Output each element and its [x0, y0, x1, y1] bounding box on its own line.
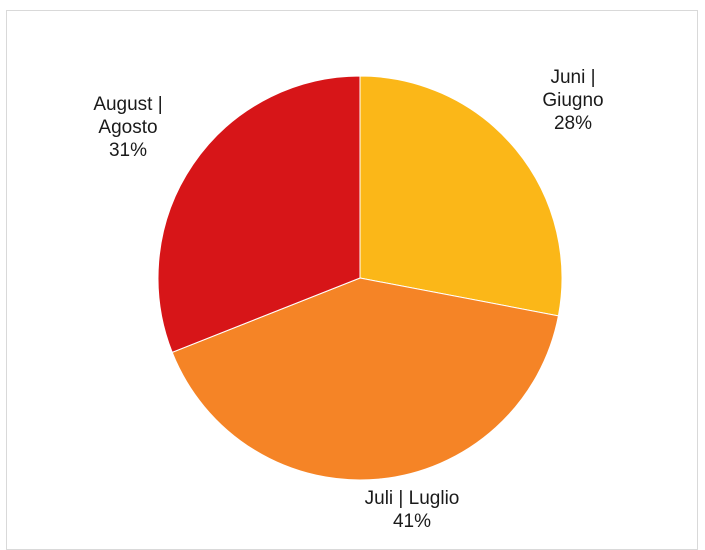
- pie-labels: Juni | Giugno 28% Juli | Luglio 41% August | A…: [93, 67, 603, 532]
- label-august: August | Agosto 31%: [93, 94, 162, 161]
- slice-percent: 31%: [109, 140, 147, 161]
- label-juli: Juli | Luglio 41%: [365, 488, 460, 532]
- slice-category-line: Juni |: [550, 67, 595, 88]
- slice-august: [157, 75, 361, 354]
- slice-category-line: August |: [93, 94, 162, 115]
- slice-percent: 41%: [393, 511, 431, 532]
- label-juni: Juni | Giugno 28%: [542, 67, 603, 134]
- slice-juni: [359, 75, 563, 317]
- slice-juli: [171, 277, 560, 481]
- slice-percent: 28%: [554, 113, 592, 134]
- slice-category-line: Juli | Luglio: [365, 488, 460, 509]
- slice-category-line: Giugno: [542, 90, 603, 111]
- pie-chart: Juni | Giugno 28% Juli | Luglio 41% August | A…: [93, 67, 603, 532]
- slice-category-line: Agosto: [98, 117, 157, 138]
- pie-slices: [157, 75, 563, 481]
